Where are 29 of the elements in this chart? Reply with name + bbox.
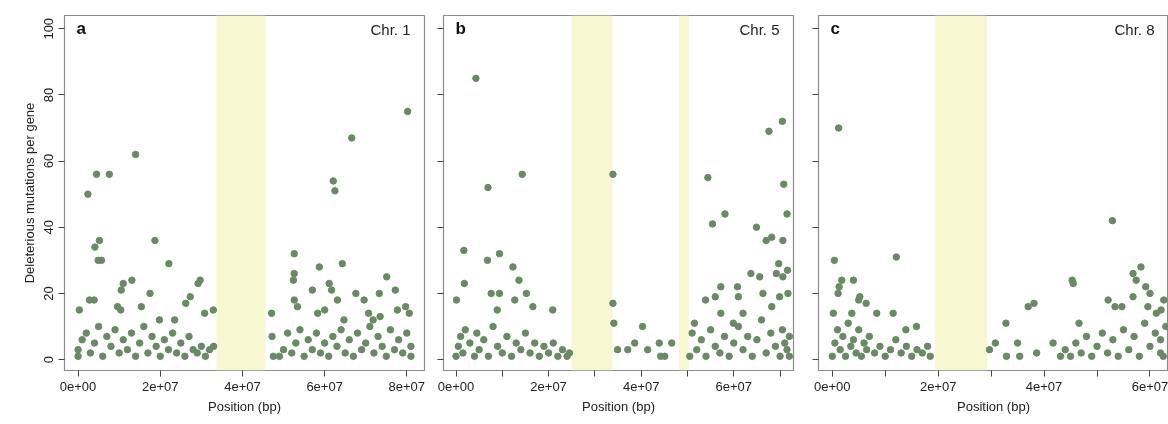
x-tick-label: 4e+07 bbox=[622, 378, 660, 394]
chart-title: b bbox=[455, 18, 466, 38]
annotation: Chr. 5 bbox=[739, 20, 780, 38]
x-tick-label: 2e+07 bbox=[142, 378, 179, 394]
y-tick-label: 0 bbox=[41, 355, 57, 364]
chart-title: c bbox=[830, 18, 840, 38]
x-tick-label: 4e+07 bbox=[224, 378, 261, 394]
y-tick-label: 80 bbox=[41, 87, 57, 103]
x-tick-label: 0e+00 bbox=[59, 378, 97, 394]
x-tick-label: 0e+00 bbox=[814, 378, 851, 394]
x-tick-label: 6e+07 bbox=[715, 378, 753, 394]
y-tick-label: 100 bbox=[41, 17, 57, 40]
x-tick-label: 0e+00 bbox=[437, 378, 475, 394]
chart-title: a bbox=[76, 18, 87, 38]
y-tick-label: 20 bbox=[41, 286, 57, 301]
annotation: Chr. 1 bbox=[370, 20, 411, 38]
x-tick-label: 2e+07 bbox=[919, 378, 957, 394]
x-tick-label: 8e+07 bbox=[388, 378, 426, 394]
annotation: Chr. 8 bbox=[1114, 20, 1155, 38]
x-tick-label: 4e+07 bbox=[1025, 378, 1063, 394]
x-axis-title: Position (bp) bbox=[957, 398, 1030, 414]
x-tick-label: 6e+07 bbox=[1131, 378, 1168, 394]
x-tick-label: 6e+07 bbox=[306, 378, 343, 394]
y-tick-label: 60 bbox=[41, 153, 57, 169]
y-axis-title: Deleterious mutations per gene bbox=[21, 102, 37, 284]
x-tick-label: 2e+07 bbox=[530, 378, 567, 394]
x-axis-title: Position (bp) bbox=[582, 398, 655, 414]
y-tick-label: 40 bbox=[41, 220, 57, 235]
x-axis-title: Position (bp) bbox=[208, 398, 281, 414]
